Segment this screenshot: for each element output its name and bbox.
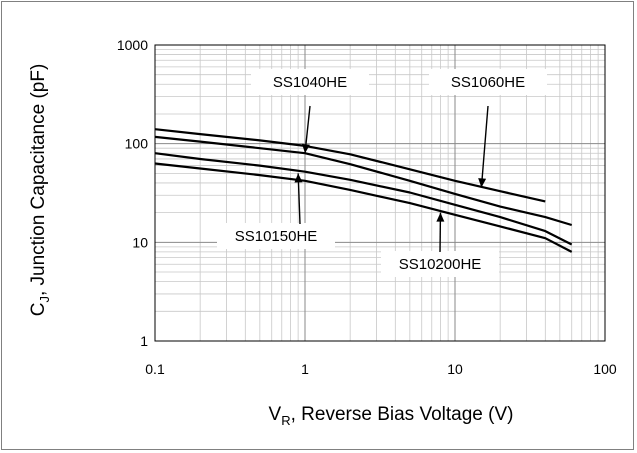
series-line [154,152,573,246]
annotation-label: SS10150HE [235,228,318,245]
x-tick-labels: 0.1 1 10 100 [145,361,617,377]
series-line [154,128,546,203]
plot-border [154,44,606,342]
x-tick-label: 10 [447,361,463,377]
x-tick-label: 0.1 [145,361,165,377]
annotation-box [251,69,369,95]
y-tick-label: 10 [132,234,148,250]
annotations: SS1040HE SS1060HE SS10150HE SS10200HE [217,69,547,277]
annotation-arrowhead [436,212,445,222]
y-tick-labels: 1 10 100 1000 [117,37,148,349]
y-tick-label: 100 [125,136,149,152]
annotation: SS1040HE [251,69,369,154]
annotation-arrowhead [478,178,487,188]
y-axis-label: CJ, Junction Capacitance (pF) [28,64,52,317]
annotation-box [429,69,547,95]
x-axis-label: VR, Reverse Bias Voltage (V) [269,404,514,428]
series-line [154,135,573,227]
annotation-box [381,251,499,277]
x-tick-label: 1 [301,361,309,377]
annotation-arrowhead [294,173,303,183]
annotation: SS10200HE [381,212,499,277]
series-lines [154,128,573,253]
annotation-arrowhead [301,143,310,154]
annotation: SS10150HE [217,173,335,249]
annotation-label: SS1040HE [273,74,347,91]
annotation-label: SS10200HE [399,256,482,273]
x-tick-label: 100 [593,361,617,377]
annotation: SS1060HE [429,69,547,188]
annotation-label: SS1060HE [451,74,525,91]
series-line [154,162,573,253]
y-tick-label: 1 [140,333,148,349]
y-tick-label: 1000 [117,37,148,53]
annotation-arrow [480,105,489,188]
annotation-box [217,223,335,249]
